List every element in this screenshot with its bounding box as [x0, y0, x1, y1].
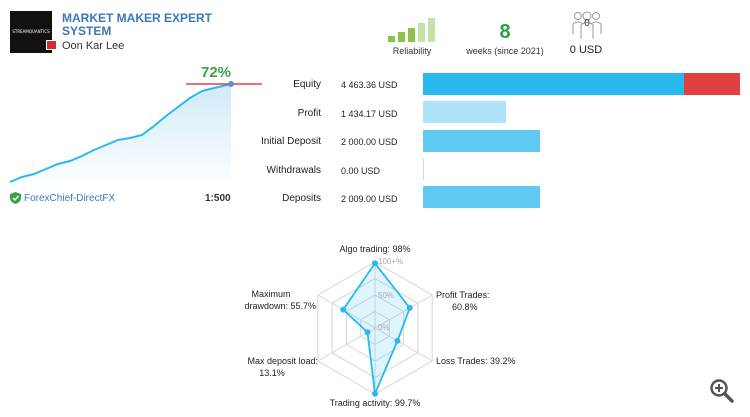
radar-label-profit-trades-2: 60.8% [452, 302, 478, 312]
withdrawals-bar [423, 158, 424, 180]
radar-label-loss-trades: Loss Trades: 39.2% [436, 356, 516, 366]
radar-area [342, 261, 411, 398]
weeks-value: 8 [499, 21, 511, 43]
growth-percent: 72% [200, 64, 232, 81]
weeks-label: weeks (since 2021) [466, 46, 544, 56]
growth-line [9, 83, 232, 183]
radar-label-max-deposit-load-1: Max deposit load: [247, 356, 318, 366]
radar-point [406, 304, 413, 311]
withdrawals-value: 0.00 USD [341, 166, 381, 176]
signal-logo: STREAMQUANTICS [10, 11, 52, 53]
radar-point [372, 390, 378, 397]
growth-area [10, 84, 231, 188]
equity-bar [423, 73, 684, 95]
radar-chart: 100+% 50% 0% [317, 257, 433, 398]
radar-label-max-drawdown-1: Maximum [251, 289, 291, 299]
reliability-bar [408, 28, 415, 42]
radar-tick-0: 0% [378, 323, 390, 332]
author-name[interactable]: Oon Kar Lee [62, 40, 125, 52]
reliability-bar [418, 23, 425, 42]
broker-link[interactable]: ForexChief-DirectFX [24, 193, 116, 204]
initial-deposit-label: Initial Deposit [260, 136, 321, 147]
initial-deposit-value: 2 000.00 USD [341, 137, 398, 147]
initial-deposit-bar [423, 130, 540, 152]
growth-sparkline[interactable] [0, 78, 265, 188]
radar-label-algo: Algo trading: 98% [339, 244, 411, 254]
reliability-bar [388, 36, 395, 42]
equity-loss-bar [684, 73, 740, 95]
radar-tick-50: 50% [378, 291, 394, 300]
zoom-in-icon[interactable] [709, 378, 735, 404]
reliability-bar [428, 18, 435, 42]
deposits-bar [423, 186, 540, 208]
subscribers-count: 0 [584, 18, 590, 29]
radar-axis [374, 294, 433, 329]
radar-label-profit-trades-1: Profit Trades: [436, 290, 490, 300]
radar-point [340, 306, 347, 313]
deposits-value: 2 009.00 USD [341, 194, 398, 204]
radar-label-max-drawdown-2: drawdown: 55.7% [244, 301, 316, 311]
profit-label: Profit [297, 108, 321, 119]
shield-check-icon [10, 192, 21, 204]
subscribers-money: 0 USD [569, 44, 603, 56]
radar-point [372, 260, 378, 267]
people-icon [572, 11, 602, 39]
signal-title[interactable]: MARKET MAKER EXPERT SYSTEM [62, 11, 213, 38]
deposits-label: Deposits [282, 193, 321, 204]
radar-axis [374, 327, 433, 362]
reliability-bars [388, 18, 435, 42]
profit-value: 1 434.17 USD [341, 109, 398, 119]
reliability-bar [398, 32, 405, 42]
radar-label-trading-activity: Trading activity: 99.7% [329, 398, 421, 408]
radar-point [394, 337, 401, 344]
withdrawals-label: Withdrawals [266, 165, 321, 176]
profit-bar [423, 101, 506, 123]
radar-label-max-deposit-load-2: 13.1% [259, 368, 285, 378]
radar-tick-100: 100+% [378, 257, 403, 266]
equity-value: 4 463.36 USD [341, 80, 398, 90]
equity-marker-point [228, 81, 234, 87]
country-flag [46, 40, 57, 50]
equity-label: Equity [293, 79, 321, 90]
reliability-label: Reliability [392, 46, 432, 56]
leverage-value: 1:500 [205, 193, 231, 204]
radar-point [364, 329, 371, 336]
